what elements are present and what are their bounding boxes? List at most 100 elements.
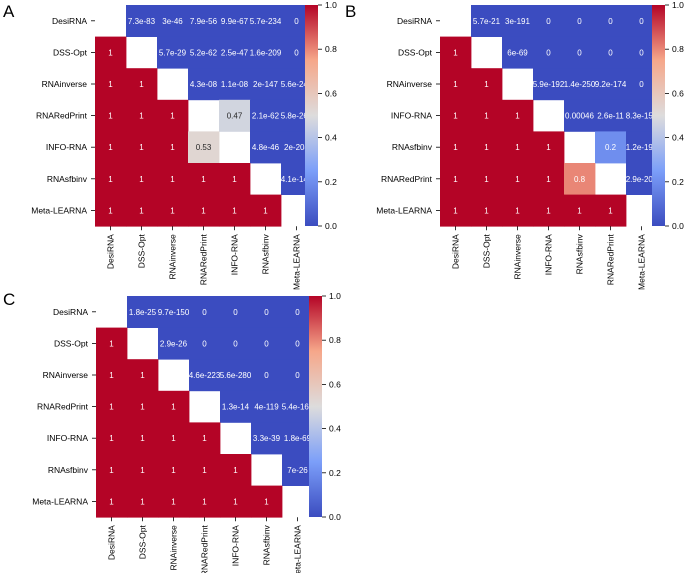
cell-value-label: 3e-46 [162, 17, 183, 26]
heatmap-cell [282, 390, 314, 423]
y-tick-label: DesiRNA [52, 16, 87, 26]
cell-value-label: 0 [295, 371, 300, 380]
cell-value-label: 1 [484, 80, 489, 89]
cell-value-label: 1 [171, 497, 176, 506]
x-tick-label: DesiRNA [106, 234, 116, 269]
cell-value-label: 2.9e-26 [160, 339, 188, 348]
cell-value-label: 0.53 [196, 143, 212, 152]
x-tick-label: INFO-RNA [230, 234, 240, 275]
heatmap-cell [440, 163, 472, 195]
colorbar-tick-label: 0.2 [672, 177, 684, 187]
heatmap-cell [158, 485, 190, 518]
heatmap-cell [471, 5, 503, 37]
heatmap-cell [219, 99, 251, 132]
cell-value-label: 0 [264, 339, 269, 348]
heatmap-cell [126, 5, 158, 37]
y-tick-label: INFO-RNA [391, 111, 432, 121]
x-tick-label: DSS-Opt [482, 234, 492, 269]
cell-value-label: 0 [639, 17, 644, 26]
cell-value-label: 1 [453, 112, 458, 121]
cell-value-label: 2.9e-203 [626, 175, 658, 184]
cell-value-label: 1 [139, 143, 144, 152]
heatmap-cell [595, 194, 627, 227]
heatmap-cell [158, 296, 190, 328]
x-tick-label: DesiRNA [107, 525, 117, 560]
cell-value-label: 1 [170, 175, 175, 184]
colorbar-tick-label: 0.6 [672, 88, 684, 98]
heatmap-cell [188, 163, 220, 195]
cell-value-label: 1 [171, 466, 176, 475]
heatmap-cell [96, 454, 128, 486]
cell-value-label: 0 [294, 17, 299, 26]
colorbar-tick-label: 0.0 [325, 221, 337, 231]
cell-value-label: 5.6e-243 [281, 80, 313, 89]
heatmap-cell [250, 36, 282, 69]
heatmap-cell [220, 485, 252, 518]
heatmap-cell [220, 390, 252, 423]
cell-value-label: 7.9e-56 [190, 17, 218, 26]
cell-value-label: 1 [170, 112, 175, 121]
colorbar-tick-label: 0.4 [329, 424, 341, 434]
cell-value-label: 0 [295, 339, 300, 348]
cell-value-label: 1 [484, 175, 489, 184]
cell-value-label: 0 [202, 308, 207, 317]
heatmap-cell [189, 359, 221, 392]
cell-value-label: 1 [109, 371, 114, 380]
cell-value-label: 1.8e-69 [284, 434, 312, 443]
cell-value-label: 1 [484, 112, 489, 121]
heatmap-cell [502, 99, 534, 132]
cell-value-label: 5.4e-167 [282, 403, 314, 412]
cell-value-label: 5.8e-267 [281, 112, 313, 121]
y-tick-label: INFO-RNA [47, 433, 88, 443]
cell-value-label: 0 [264, 371, 269, 380]
x-tick-label: RNAsfbinv [575, 233, 585, 274]
heatmap-cell [595, 36, 627, 69]
x-tick-label: RNAsfbinv [261, 233, 271, 274]
heatmap-cell [188, 5, 220, 37]
heatmap-cell [127, 485, 159, 518]
cell-value-label: 0.00046 [565, 112, 594, 121]
heatmap-cell [251, 359, 283, 392]
heatmap-cell [282, 454, 314, 486]
cell-value-label: 0 [294, 48, 299, 57]
heatmap-cell [440, 99, 472, 132]
cell-value-label: 1 [202, 497, 207, 506]
heatmap-cell [440, 36, 472, 69]
cell-value-label: 1 [109, 403, 114, 412]
cell-value-label: 1 [140, 371, 145, 380]
y-tick-label: DesiRNA [53, 307, 88, 317]
heatmap-cell [471, 68, 503, 101]
cell-value-label: 4e-119 [254, 403, 279, 412]
cell-value-label: 1 [264, 497, 269, 506]
heatmap-cell [189, 327, 221, 360]
cell-value-label: 1 [232, 206, 237, 215]
cell-value-label: 1 [140, 434, 145, 443]
cell-value-label: 1 [232, 175, 237, 184]
cell-value-label: 1 [108, 48, 113, 57]
heatmap-cell [157, 36, 189, 69]
cell-value-label: 1 [484, 206, 489, 215]
heatmap-cell [189, 422, 221, 455]
heatmap-cell [251, 485, 283, 518]
heatmap-cell [250, 68, 282, 101]
cell-value-label: 0 [639, 48, 644, 57]
cell-value-label: 0.2 [605, 143, 617, 152]
heatmap-cell [158, 454, 190, 486]
heatmap-cell [502, 5, 534, 37]
heatmap-cell [126, 131, 158, 164]
colorbar [652, 5, 665, 226]
cell-value-label: 1 [202, 434, 207, 443]
heatmap-cell [188, 68, 220, 101]
cell-value-label: 1 [170, 143, 175, 152]
colorbar-tick-label: 0.6 [325, 88, 337, 98]
cell-value-label: 1 [170, 206, 175, 215]
heatmap-cell [95, 194, 127, 227]
heatmap-cell [533, 36, 565, 69]
cell-value-label: 0 [264, 308, 269, 317]
heatmap-cell [282, 327, 314, 360]
x-tick-label: Meta-LEARNA [293, 525, 303, 573]
colorbar-tick-label: 0.8 [672, 44, 684, 54]
cell-value-label: 1 [546, 175, 551, 184]
x-tick-label: DSS-Opt [137, 234, 147, 269]
cell-value-label: 6e-69 [507, 48, 528, 57]
